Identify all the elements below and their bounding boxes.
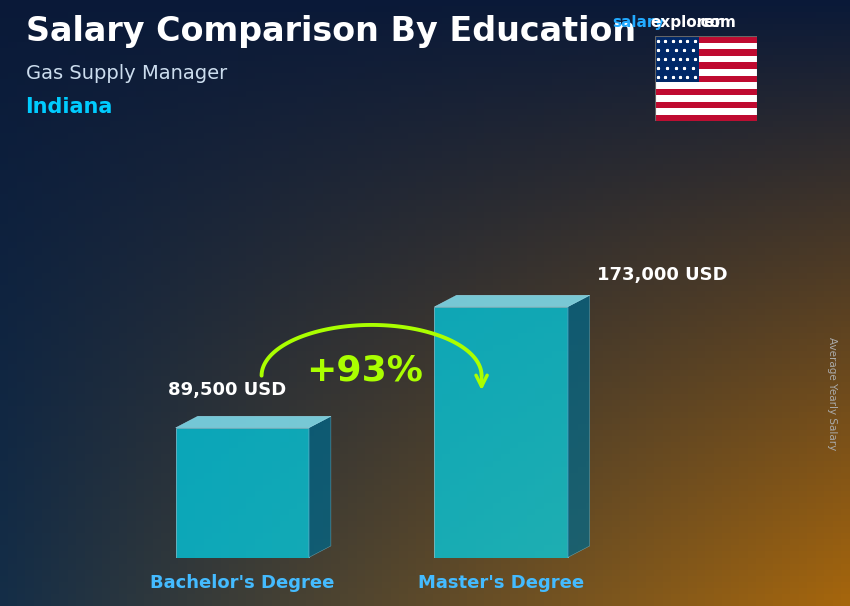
Polygon shape [654, 43, 756, 50]
Polygon shape [654, 82, 756, 88]
Polygon shape [654, 56, 756, 62]
Polygon shape [654, 62, 756, 69]
Text: 89,500 USD: 89,500 USD [168, 381, 286, 399]
Text: salary: salary [612, 15, 665, 30]
Polygon shape [654, 115, 756, 121]
Polygon shape [176, 428, 309, 558]
Text: Indiana: Indiana [26, 97, 113, 117]
Polygon shape [654, 50, 756, 56]
Text: explorer: explorer [650, 15, 722, 30]
Text: Salary Comparison By Education: Salary Comparison By Education [26, 15, 636, 48]
Polygon shape [654, 88, 756, 95]
Polygon shape [434, 295, 590, 307]
Polygon shape [654, 36, 699, 82]
Polygon shape [309, 416, 331, 558]
Polygon shape [654, 69, 756, 76]
Text: Average Yearly Salary: Average Yearly Salary [827, 338, 837, 450]
Polygon shape [654, 95, 756, 102]
Text: 173,000 USD: 173,000 USD [597, 265, 728, 284]
Text: +93%: +93% [306, 353, 422, 388]
Polygon shape [654, 102, 756, 108]
Text: .com: .com [695, 15, 736, 30]
Text: Gas Supply Manager: Gas Supply Manager [26, 64, 227, 82]
Polygon shape [654, 36, 756, 43]
Polygon shape [568, 295, 590, 558]
Polygon shape [654, 76, 756, 82]
Polygon shape [434, 307, 568, 558]
Polygon shape [176, 416, 331, 428]
Polygon shape [654, 108, 756, 115]
